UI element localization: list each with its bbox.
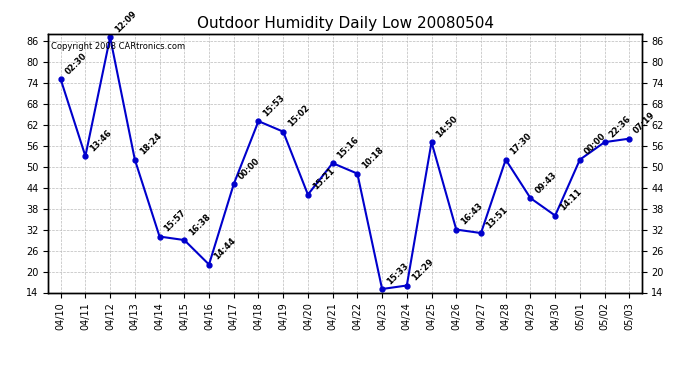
Text: 15:33: 15:33 [385, 261, 410, 286]
Title: Outdoor Humidity Daily Low 20080504: Outdoor Humidity Daily Low 20080504 [197, 16, 493, 31]
Text: 07:19: 07:19 [632, 111, 657, 136]
Text: 15:53: 15:53 [262, 93, 286, 118]
Text: 16:43: 16:43 [459, 201, 484, 227]
Text: 12:29: 12:29 [410, 258, 435, 283]
Text: Copyright 2008 CARtronics.com: Copyright 2008 CARtronics.com [51, 42, 186, 51]
Text: 14:50: 14:50 [434, 114, 460, 140]
Text: 15:16: 15:16 [335, 135, 361, 160]
Text: 14:44: 14:44 [212, 236, 237, 262]
Text: 02:30: 02:30 [63, 51, 88, 76]
Text: 22:36: 22:36 [607, 114, 633, 140]
Text: 13:46: 13:46 [88, 128, 113, 153]
Text: 09:43: 09:43 [533, 170, 558, 195]
Text: 16:38: 16:38 [187, 212, 213, 237]
Text: 17:30: 17:30 [509, 132, 533, 157]
Text: 15:57: 15:57 [162, 209, 188, 234]
Text: 12:09: 12:09 [113, 9, 138, 34]
Text: 18:24: 18:24 [137, 132, 163, 157]
Text: 10:18: 10:18 [360, 146, 385, 171]
Text: 00:00: 00:00 [582, 132, 608, 157]
Text: 14:11: 14:11 [558, 188, 583, 213]
Text: 13:51: 13:51 [484, 205, 509, 230]
Text: 15:21: 15:21 [310, 166, 336, 192]
Text: 15:02: 15:02 [286, 104, 311, 129]
Text: 00:00: 00:00 [237, 156, 262, 182]
